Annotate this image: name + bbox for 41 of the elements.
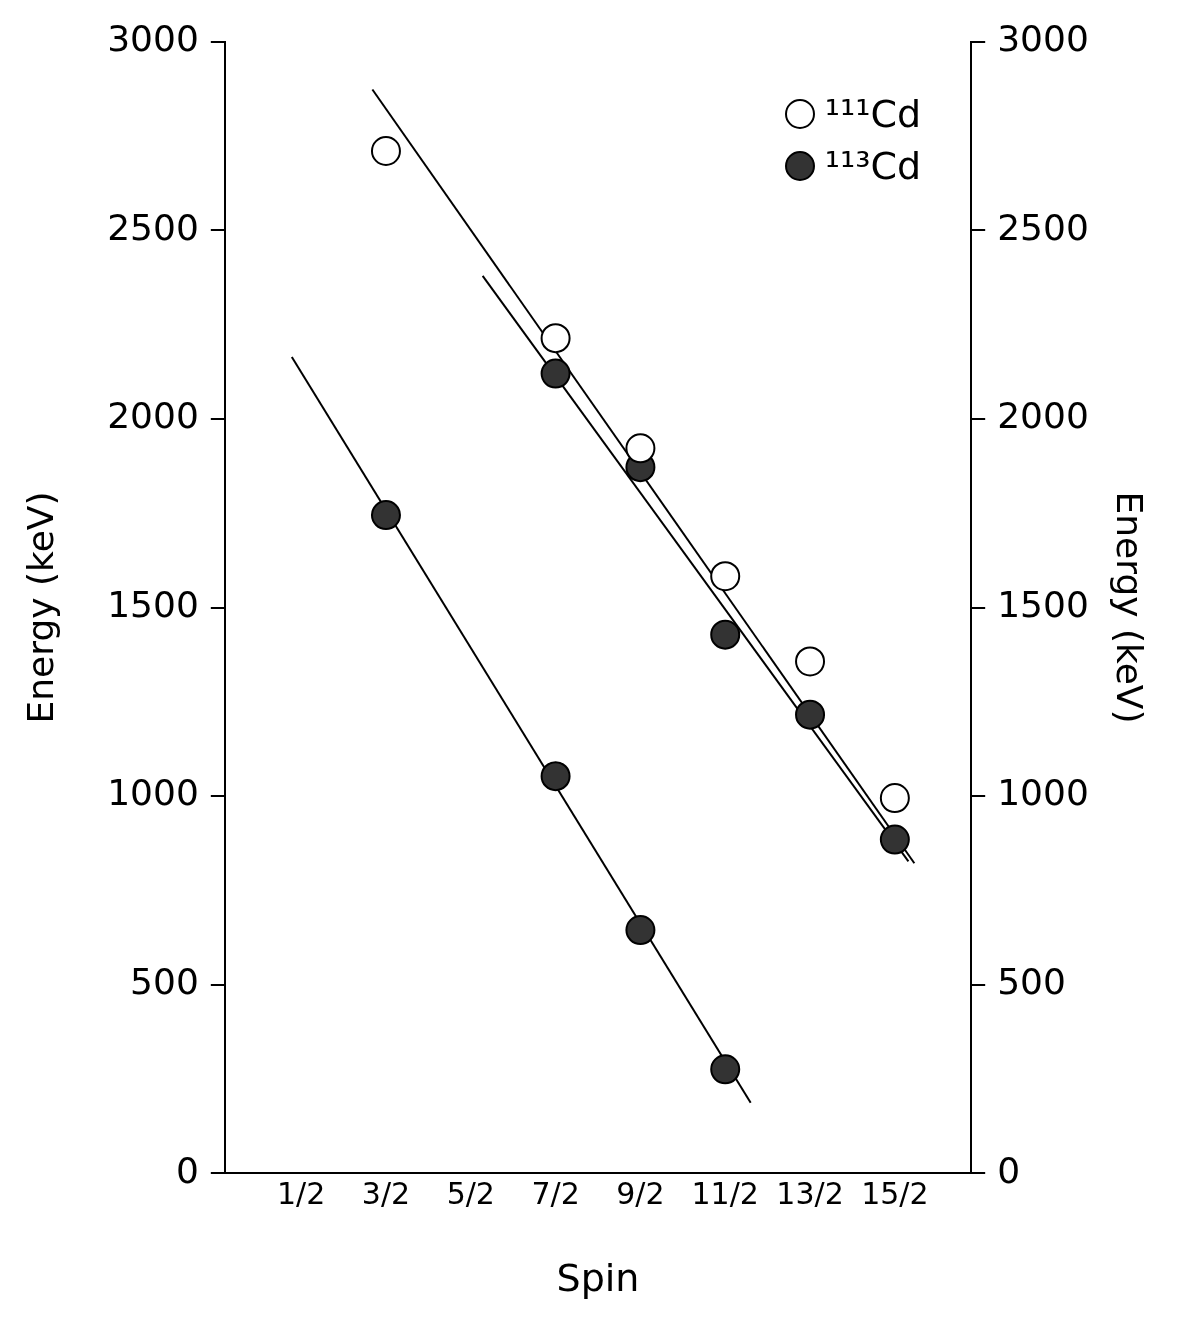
- point: [625, 433, 656, 464]
- point: [540, 358, 571, 389]
- x-tick-label: 1/2: [277, 1175, 326, 1211]
- legend-label: ¹¹¹Cd: [824, 91, 922, 136]
- x-tick-label: 5/2: [446, 1175, 495, 1211]
- point: [795, 699, 826, 730]
- x-tick-label: 9/2: [616, 1175, 665, 1211]
- x-tick-label: 11/2: [691, 1175, 759, 1211]
- y2-axis-title: Energy (keV): [1109, 491, 1151, 724]
- point: [540, 761, 571, 792]
- x-tick-label: 13/2: [776, 1175, 844, 1211]
- point: [710, 1054, 741, 1085]
- point: [710, 561, 741, 592]
- legend-label: ¹¹³Cd: [824, 143, 922, 188]
- y-axis-title: Energy (keV): [19, 491, 61, 724]
- x-tick-label: 15/2: [861, 1175, 929, 1211]
- point: [370, 500, 401, 531]
- y2-tick-label: 1000: [997, 772, 1089, 814]
- point: [370, 136, 401, 167]
- x-tick-label: 3/2: [361, 1175, 411, 1211]
- point: [540, 323, 571, 354]
- x-tick-label: 7/2: [531, 1175, 580, 1211]
- point: [795, 646, 826, 677]
- point: [879, 824, 910, 855]
- y2-tick-label: 0: [997, 1149, 1021, 1191]
- y-tick-label: 1500: [107, 583, 199, 625]
- y-tick-label: 2500: [107, 206, 199, 248]
- x-axis-title: Spin: [556, 1256, 640, 1301]
- y-tick-label: 0: [175, 1149, 199, 1191]
- y2-tick-label: 3000: [997, 17, 1089, 59]
- y-tick-label: 3000: [107, 17, 199, 59]
- y-tick-label: 500: [130, 961, 199, 1003]
- y2-tick-label: 1500: [997, 583, 1089, 625]
- y2-tick-label: 2500: [997, 206, 1089, 248]
- y-tick-label: 2000: [107, 395, 199, 437]
- y-tick-label: 1000: [107, 772, 199, 814]
- y2-tick-label: 500: [997, 961, 1066, 1003]
- point: [879, 783, 910, 814]
- point: [710, 619, 741, 650]
- y2-tick-label: 2000: [997, 395, 1089, 437]
- point: [625, 915, 656, 946]
